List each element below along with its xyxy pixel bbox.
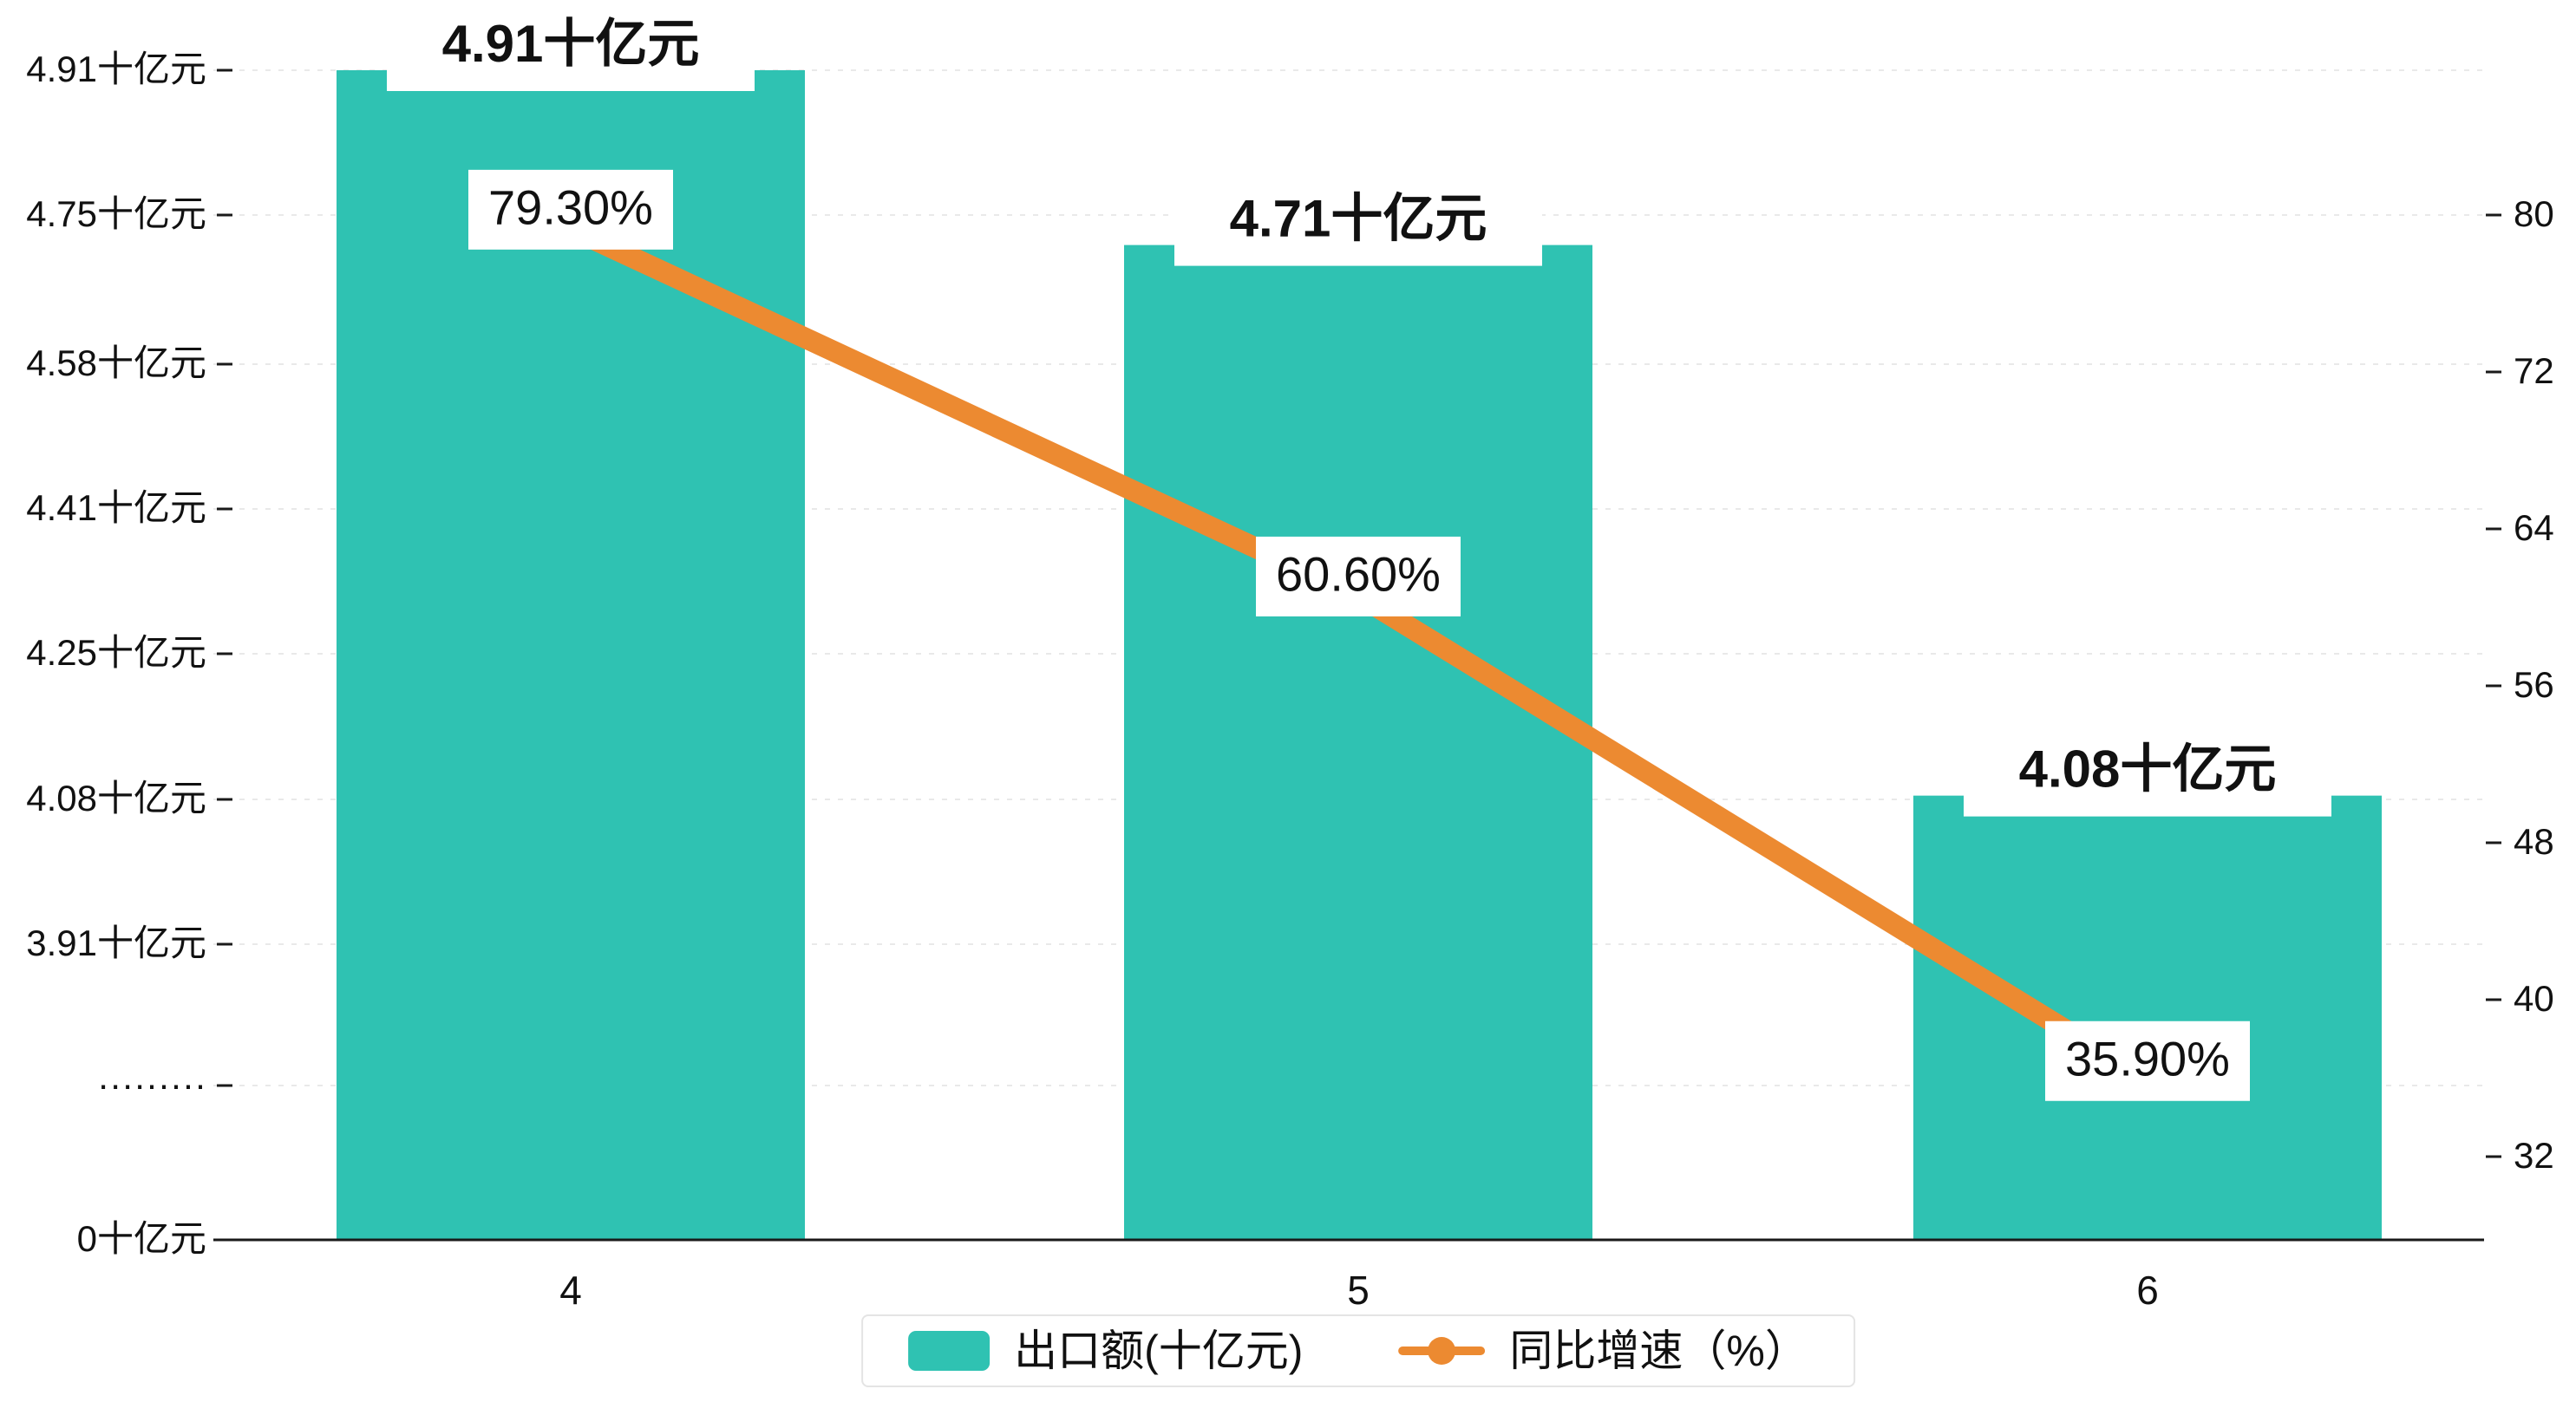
bar-month-6[interactable] (1913, 795, 2382, 1240)
bar-series-swatch-icon (908, 1331, 991, 1371)
left-axis-tick-label: 3.91十亿元 (26, 923, 206, 963)
line-series-swatch-icon (1398, 1337, 1486, 1365)
bar-value-label: 4.71十亿元 (1230, 189, 1487, 247)
legend-item-export-amount[interactable]: 出口额(十亿元) (908, 1329, 1303, 1373)
legend-label-export-amount: 出口额(十亿元) (1014, 1327, 1304, 1375)
right-axis-tick-label: 56 (2514, 664, 2554, 705)
line-value-label-box (1256, 536, 1461, 616)
bar-month-4[interactable] (337, 70, 805, 1240)
right-axis-tick-label: 72 (2514, 350, 2554, 391)
bar-value-label: 4.91十亿元 (442, 15, 700, 73)
line-value-label-box (468, 169, 673, 250)
right-axis-tick-label: 80 (2514, 193, 2554, 234)
line-value-label: 79.30% (488, 180, 653, 235)
left-axis-break-label: ········· (97, 1064, 206, 1105)
bar-value-label-box (1174, 180, 1542, 266)
x-axis-category-label: 6 (2136, 1268, 2159, 1313)
line-value-label: 35.90% (2065, 1032, 2230, 1086)
left-axis-tick-label: 4.58十亿元 (26, 342, 206, 383)
right-axis-tick-label: 48 (2514, 821, 2554, 862)
right-axis-tick-label: 40 (2514, 978, 2554, 1019)
left-axis-tick-label: 4.75十亿元 (26, 193, 206, 234)
x-axis-category-label: 5 (1347, 1268, 1370, 1313)
legend-label-yoy-growth: 同比增速（%） (1509, 1327, 1808, 1375)
bar-value-label-box (1964, 731, 2331, 817)
left-axis-tick-label: 4.41十亿元 (26, 487, 206, 528)
bar-value-label-box (387, 6, 755, 91)
line-value-label: 60.60% (1276, 547, 1441, 602)
legend-item-yoy-growth[interactable]: 同比增速（%） (1398, 1329, 1808, 1373)
left-axis-tick-label: 4.91十亿元 (26, 49, 206, 89)
line-value-label-box (2045, 1020, 2250, 1101)
line-series-dot-icon (1428, 1337, 1456, 1365)
right-axis-tick-label: 32 (2514, 1135, 2554, 1176)
left-axis-tick-label: 4.25十亿元 (26, 632, 206, 673)
right-axis-tick-label: 64 (2514, 507, 2554, 548)
x-axis-category-label: 4 (559, 1268, 582, 1313)
left-axis-tick-label: 0十亿元 (77, 1218, 206, 1259)
legend: 出口额(十亿元) 同比增速（%） (861, 1314, 1855, 1387)
bar-value-label: 4.08十亿元 (2019, 740, 2277, 798)
bar-month-5[interactable] (1124, 245, 1592, 1241)
left-axis-tick-label: 4.08十亿元 (26, 778, 206, 818)
